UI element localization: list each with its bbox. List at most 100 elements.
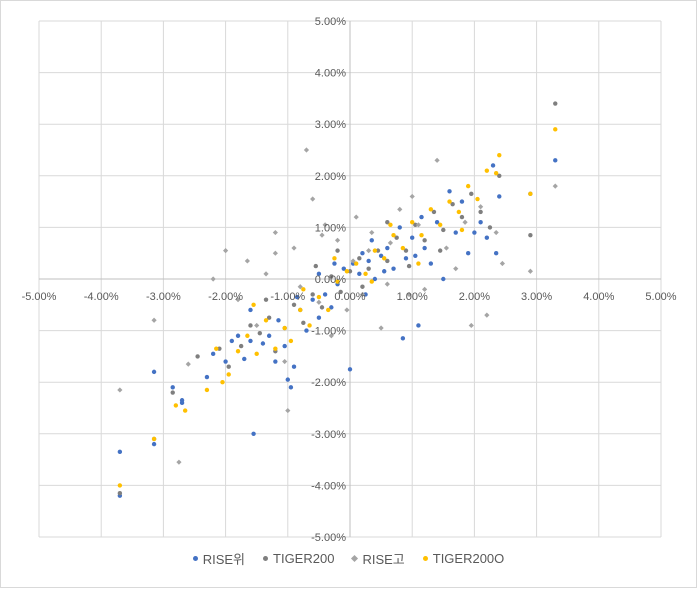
data-point (382, 256, 387, 261)
data-point (245, 333, 250, 338)
data-point (322, 222, 328, 228)
data-point (478, 209, 483, 215)
data-point (248, 323, 253, 328)
data-point (276, 318, 281, 323)
x-tick-label: -2.00% (208, 291, 243, 303)
x-tick-label: 1.00% (397, 291, 428, 303)
data-point (462, 219, 468, 225)
data-point (422, 286, 428, 292)
data-point (254, 322, 260, 329)
data-point (397, 225, 402, 230)
series-3 (117, 127, 558, 488)
data-point (394, 235, 399, 240)
data-point (326, 307, 331, 313)
data-point (437, 222, 443, 228)
data-point (263, 271, 269, 277)
data-point (350, 258, 356, 264)
legend-label: RISE위 (202, 552, 246, 567)
legend-label: RISE고 (362, 552, 405, 567)
data-point (210, 351, 216, 357)
legend-item: TIGER200 (263, 549, 334, 568)
data-point (484, 312, 490, 318)
data-point (360, 251, 365, 256)
data-point (282, 358, 288, 365)
data-point (151, 369, 157, 375)
data-point (553, 158, 558, 163)
legend-label: TIGER200 (273, 551, 335, 566)
y-tick-label: -4.00% (311, 480, 346, 492)
data-point (493, 171, 499, 176)
x-tick-label: -5.00% (22, 291, 57, 303)
data-point (329, 274, 334, 279)
y-tick-label: 2.00% (315, 171, 346, 183)
data-point (400, 336, 406, 341)
data-point (468, 322, 474, 329)
data-point (251, 431, 256, 436)
data-point (415, 222, 422, 228)
data-point (450, 201, 455, 207)
data-point (288, 385, 294, 390)
data-point (366, 258, 371, 264)
data-point (391, 232, 396, 238)
data-point (338, 289, 343, 295)
data-point (173, 403, 179, 408)
data-point (366, 266, 371, 271)
data-point (391, 266, 396, 271)
x-tick-label: 0.00% (334, 291, 365, 303)
data-point (419, 214, 424, 220)
data-point (288, 338, 294, 344)
data-point (456, 209, 462, 215)
data-point (453, 266, 459, 272)
data-point (310, 196, 316, 202)
data-point (319, 232, 325, 238)
data-point (359, 291, 366, 298)
data-point (354, 261, 359, 266)
axes (39, 21, 661, 537)
data-point (334, 237, 341, 243)
data-point (285, 377, 290, 382)
y-tick-label: -2.00% (311, 377, 346, 389)
data-point (244, 258, 250, 264)
data-point (235, 333, 241, 338)
circle-marker-icon (422, 556, 428, 561)
data-point (328, 333, 334, 339)
legend-item: RISE고 (351, 549, 405, 568)
data-point (117, 387, 123, 393)
data-point (385, 245, 390, 251)
y-tick-label: 5.00% (315, 16, 346, 28)
data-point (397, 206, 403, 212)
data-point (335, 279, 340, 284)
data-point (478, 204, 484, 210)
data-point (484, 235, 490, 240)
legend-item: RISE위 (192, 549, 246, 568)
y-tick-label: 0.00% (315, 274, 346, 286)
data-point (353, 214, 359, 220)
data-point (248, 307, 253, 313)
data-point (431, 209, 437, 215)
x-tick-label: 3.00% (521, 291, 552, 303)
data-point (385, 258, 390, 264)
data-point (410, 235, 415, 240)
data-point (170, 390, 175, 395)
data-point (553, 127, 558, 132)
data-point (441, 227, 446, 233)
data-point (366, 248, 372, 254)
data-point (369, 238, 374, 243)
diamond-marker-icon (351, 554, 359, 563)
data-point (369, 229, 375, 236)
data-point (490, 163, 496, 168)
data-point (410, 220, 415, 225)
y-tick-label: 4.00% (315, 68, 346, 80)
data-point (294, 294, 300, 300)
data-point (347, 269, 353, 274)
data-point (459, 227, 465, 233)
data-point (316, 271, 322, 277)
y-tick-label: 1.00% (315, 222, 346, 234)
data-point (151, 441, 157, 447)
data-point (226, 372, 231, 377)
data-point (493, 229, 499, 236)
data-point (344, 269, 350, 274)
data-point (453, 230, 458, 235)
